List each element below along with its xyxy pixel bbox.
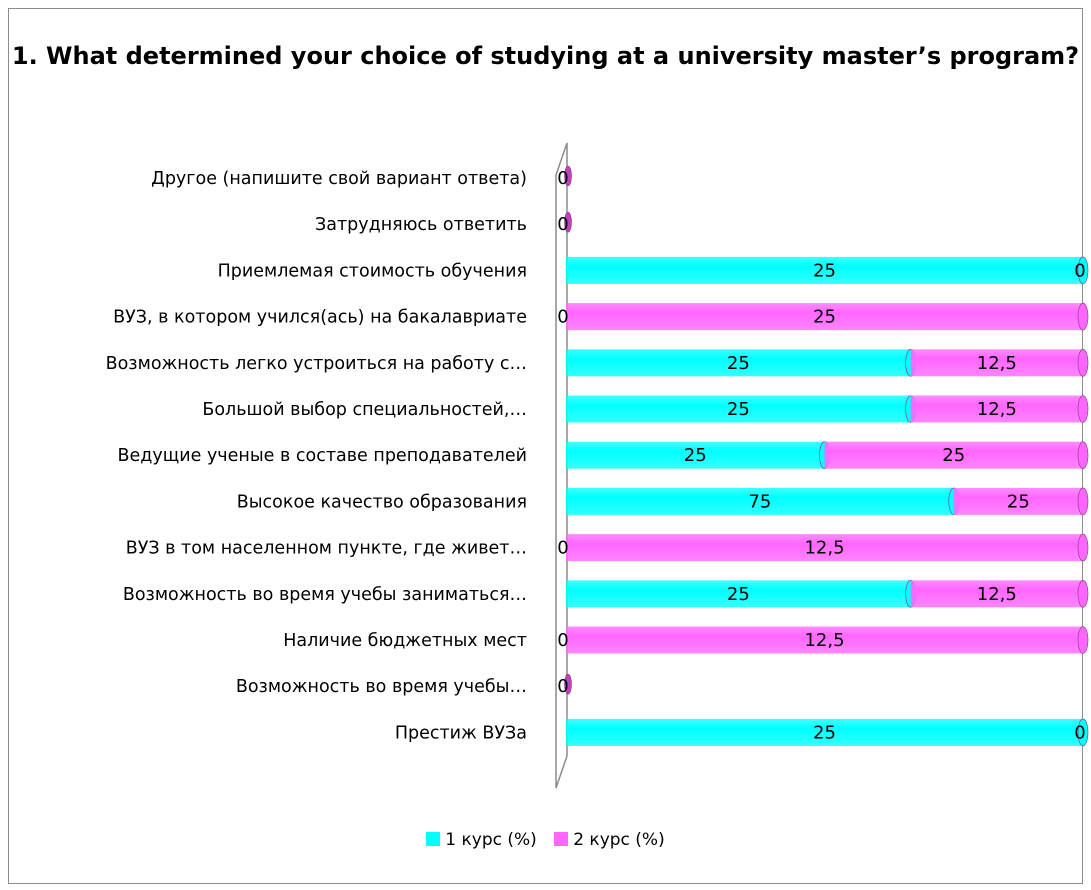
category-label: Престиж ВУЗа — [395, 723, 527, 743]
bar-2-kurs-body — [910, 395, 1083, 423]
bar-2-kurs-cap — [1077, 626, 1089, 654]
data-label-zero: 0 — [557, 214, 568, 235]
data-label-1-kurs: 0 — [557, 307, 568, 328]
bar-1-kurs-body — [566, 256, 1083, 284]
bar-2-kurs-body — [566, 303, 1083, 331]
data-label-1-kurs: 75 — [748, 491, 771, 512]
bar-2-kurs-body — [566, 534, 1083, 562]
data-label-zero: 0 — [557, 676, 568, 697]
legend-swatch-1-kurs — [426, 832, 441, 846]
category-label: Возможность во время учебы… — [236, 677, 527, 697]
bar-chart: Другое (напишите свой вариант ответа) 0 За… — [106, 142, 1089, 789]
data-label-zero: 0 — [557, 168, 568, 189]
legend-label-2-kurs: 2 курс (%) — [573, 830, 665, 850]
data-label-1-kurs: 0 — [557, 630, 568, 651]
chart-title: 1. What determined your choice of studyi… — [11, 42, 1080, 70]
legend-item-2-kurs: 2 курс (%) — [554, 830, 665, 850]
category-label: Приемлемая стоимость обучения — [218, 261, 527, 281]
bar-2-kurs-body — [824, 441, 1083, 469]
data-label-1-kurs: 25 — [684, 445, 707, 466]
bar-2-kurs-cap — [1077, 348, 1089, 377]
category-label: Ведущие ученые в составе преподавателей — [118, 446, 527, 466]
bar-1-kurs-body — [566, 349, 911, 377]
data-label-2-kurs: 0 — [1074, 722, 1085, 743]
axis-wall — [555, 142, 568, 789]
data-label-2-kurs: 25 — [813, 307, 836, 328]
category-label: Другое (напишите свой вариант ответа) — [151, 169, 527, 189]
bar-2-kurs-body — [566, 626, 1083, 654]
legend-item-1-kurs: 1 курс (%) — [426, 830, 537, 850]
bar-1-kurs-cap — [1077, 256, 1089, 285]
legend-label-1-kurs: 1 курс (%) — [445, 830, 537, 850]
category-label: Возможность легко устроиться на работу с… — [106, 354, 527, 374]
data-label-1-kurs: 0 — [557, 538, 568, 559]
data-label-2-kurs: 0 — [1074, 260, 1085, 281]
data-label-2-kurs: 12,5 — [977, 584, 1017, 605]
bar-2-kurs-body — [910, 349, 1083, 377]
data-label-1-kurs: 25 — [813, 722, 836, 743]
zero-cap — [564, 673, 572, 695]
bar-1-kurs-body — [566, 441, 825, 469]
category-label: Возможность во время учебы заниматься… — [123, 585, 527, 605]
bar-1-kurs-body — [566, 718, 1083, 746]
data-label-2-kurs: 12,5 — [977, 399, 1017, 420]
category-label: Затрудняюсь ответить — [315, 215, 527, 235]
category-label: Высокое качество образования — [237, 492, 527, 512]
legend-swatch-2-kurs — [554, 832, 569, 846]
data-label-2-kurs: 25 — [942, 445, 965, 466]
category-label: Большой выбор специальностей,… — [202, 400, 527, 420]
bar-1-kurs-body — [566, 487, 954, 515]
bar-2-kurs-cap — [1077, 533, 1089, 562]
bar-2-kurs-cap — [1077, 487, 1089, 516]
data-label-2-kurs: 12,5 — [804, 630, 844, 651]
bar-2-kurs-cap — [1077, 302, 1089, 331]
bar-2-kurs-cap — [1077, 579, 1089, 608]
data-label-2-kurs: 12,5 — [804, 538, 844, 559]
bar-2-kurs-body — [953, 487, 1083, 515]
bar-1-kurs-body — [566, 395, 911, 423]
data-label-2-kurs: 12,5 — [977, 353, 1017, 374]
zero-cap — [564, 165, 572, 187]
data-label-1-kurs: 25 — [727, 584, 750, 605]
zero-cap — [564, 211, 572, 233]
category-label: Наличие бюджетных мест — [283, 631, 527, 651]
data-label-1-kurs: 25 — [727, 399, 750, 420]
bar-1-kurs-cap — [1077, 718, 1089, 747]
legend: 1 курс (%) 2 курс (%) — [0, 830, 1091, 850]
bar-1-kurs-body — [566, 580, 911, 608]
bar-2-kurs-body — [910, 580, 1083, 608]
data-label-1-kurs: 25 — [813, 260, 836, 281]
bar-2-kurs-cap — [1077, 395, 1089, 423]
data-label-2-kurs: 25 — [1007, 491, 1030, 512]
category-label: ВУЗ в том населенном пункте, где живет… — [126, 539, 527, 559]
category-label: ВУЗ, в котором учился(ась) на бакалавриа… — [113, 308, 527, 328]
data-label-1-kurs: 25 — [727, 353, 750, 374]
bar-2-kurs-cap — [1077, 441, 1089, 470]
